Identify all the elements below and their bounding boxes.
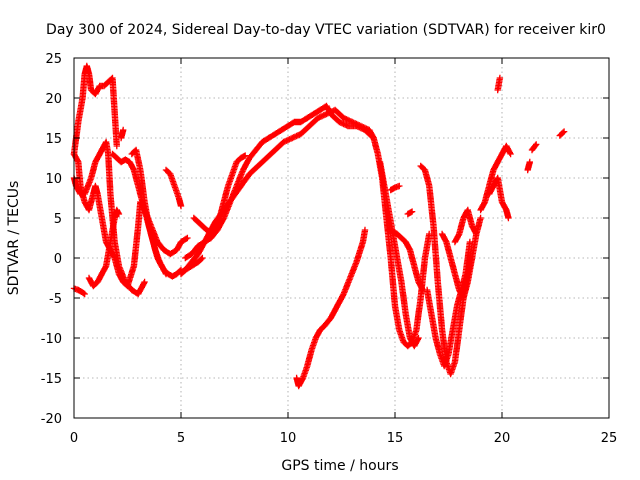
- data-point-markers: [70, 285, 88, 298]
- data-point-markers: [387, 182, 403, 194]
- x-tick-label: 15: [387, 431, 404, 446]
- series-arc-23: [451, 206, 480, 246]
- series-arc-27: [528, 141, 540, 154]
- data-point-markers: [376, 158, 422, 350]
- data-point-markers: [451, 206, 480, 246]
- series-arc-28: [524, 158, 533, 174]
- y-tick-label: -15: [41, 372, 62, 387]
- data-point-markers: [486, 174, 512, 222]
- data-point-markers: [190, 152, 249, 236]
- series-arc-19: [404, 208, 416, 218]
- axis-ticks: 0 5 10 15 20 25 -20 -15 -10 -5 0 5 10 15 20 25: [41, 52, 618, 446]
- data-point-markers: [128, 146, 170, 278]
- series-arc-25: [486, 174, 512, 222]
- series-arc-26: [494, 74, 504, 94]
- x-tick-label: 25: [601, 431, 618, 446]
- data-point-markers: [528, 141, 540, 154]
- y-tick-label: 5: [54, 212, 62, 227]
- data-point-markers: [162, 166, 185, 210]
- series-arc-2: [70, 150, 191, 290]
- series-arc-17: [385, 226, 426, 294]
- y-tick-label: 0: [54, 252, 62, 267]
- grid-lines: [74, 58, 609, 418]
- data-point-markers: [385, 226, 426, 294]
- data-point-markers: [70, 150, 191, 290]
- y-tick-label: -10: [41, 332, 62, 347]
- y-tick-label: 15: [45, 132, 62, 147]
- series-arc-21: [423, 238, 474, 370]
- series-arc-14: [293, 226, 369, 390]
- series-arc-4: [70, 285, 88, 298]
- y-tick-label: 20: [45, 92, 62, 107]
- data-point-markers: [182, 102, 377, 262]
- data-point-markers: [117, 126, 127, 142]
- data-point-markers: [494, 74, 504, 94]
- data-point-markers: [404, 208, 416, 218]
- series-arc-8: [128, 146, 170, 278]
- x-tick-label: 0: [70, 431, 78, 446]
- series-arc-1: [70, 62, 120, 158]
- x-axis-label: GPS time / hours: [281, 458, 398, 474]
- series-arc-11: [182, 102, 377, 262]
- y-tick-label: 10: [45, 172, 62, 187]
- data-point-markers: [477, 142, 514, 214]
- series-arc-9: [162, 166, 185, 210]
- data-marks: [70, 62, 568, 390]
- series-arc-16: [376, 158, 422, 350]
- data-point-markers: [177, 254, 206, 276]
- y-tick-label: -20: [41, 412, 62, 427]
- series-arc-13: [177, 254, 206, 276]
- x-tick-label: 5: [177, 431, 185, 446]
- data-point-markers: [524, 158, 533, 174]
- series-arc-7: [117, 126, 127, 142]
- y-axis-label: SDTVAR / TECUs: [6, 181, 22, 296]
- plot-frame: [73, 57, 610, 419]
- series-arc-18: [387, 182, 403, 194]
- data-point-markers: [556, 128, 568, 139]
- data-point-markers: [293, 226, 369, 390]
- x-tick-label: 10: [280, 431, 297, 446]
- series-arc-12: [190, 152, 249, 236]
- data-point-markers: [423, 238, 474, 370]
- y-tick-label: -5: [49, 292, 62, 307]
- chart-title: Day 300 of 2024, Sidereal Day-to-day VTE…: [46, 22, 606, 38]
- data-point-markers: [85, 206, 123, 290]
- series-arc-24: [477, 142, 514, 214]
- x-tick-label: 20: [494, 431, 511, 446]
- series-arc-29: [556, 128, 568, 139]
- series-arc-5: [85, 206, 123, 290]
- y-tick-label: 25: [45, 52, 62, 67]
- data-point-markers: [70, 62, 120, 158]
